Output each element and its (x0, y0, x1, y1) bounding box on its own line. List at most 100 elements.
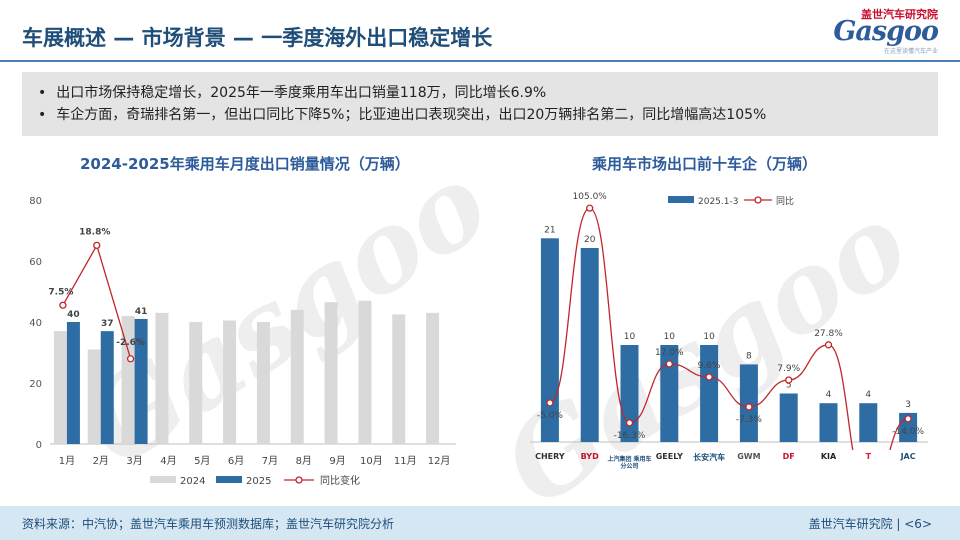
bar-2025 (134, 318, 148, 444)
brand-logo: DF (782, 452, 795, 461)
x-tick-label: 7月 (262, 455, 278, 467)
bar-value-label: 10 (664, 332, 676, 342)
bar-value-label: 5 (786, 381, 792, 391)
bar-2024 (189, 322, 203, 444)
bar-value-label: 4 (865, 390, 871, 400)
bar-2025q1 (779, 393, 798, 442)
bar-2025q1 (739, 364, 758, 442)
yoy-point (904, 415, 912, 423)
footer-source: 资料来源：中汽协；盖世汽车乘用车预测数据库；盖世汽车研究院分析 (22, 517, 395, 531)
yoy-label: -7.3% (736, 415, 763, 425)
bar-2024 (155, 312, 169, 444)
yoy-label: -2.6% (116, 338, 145, 348)
brand-logo: BYD (580, 452, 599, 461)
yoy-point (126, 355, 135, 363)
yoy-label: 7.9% (777, 364, 800, 374)
legend-swatch-2025 (216, 476, 242, 483)
legend-swatch-point (754, 196, 762, 204)
yoy-label: 27.8% (814, 329, 843, 339)
yoy-label: -5.0% (537, 411, 564, 421)
logo-en-text: Gasgoo (833, 16, 939, 47)
bar-2025q1 (859, 403, 878, 442)
yoy-label: 17.0% (655, 348, 684, 358)
legend-label: 2024 (180, 476, 205, 487)
x-tick-label: 11月 (394, 455, 417, 467)
y-tick-label: 60 (29, 257, 42, 268)
logo-cn-text: 盖世汽车研究院 (861, 8, 938, 21)
bar-2024 (256, 322, 270, 444)
brand-logo: 长安汽车 (693, 453, 726, 462)
bar-2025q1 (819, 403, 838, 442)
yoy-label: -14.0% (892, 427, 924, 437)
y-tick-label: 80 (29, 196, 42, 207)
x-tick-label: 2月 (93, 455, 109, 467)
yoy-point (93, 241, 101, 250)
yoy-label: 9.6% (698, 361, 721, 371)
bar-value-label: 41 (135, 307, 148, 317)
bar-2024 (121, 315, 135, 444)
bar-2025q1 (700, 345, 719, 442)
header-divider (0, 60, 960, 62)
legend-swatch-bar (668, 196, 694, 203)
bar-value-label: 4 (826, 390, 832, 400)
bar-value-label: 8 (746, 351, 752, 361)
brand-logo: 上汽集团 乘用车分公司 (607, 456, 652, 470)
bar-value-label: 10 (624, 332, 636, 342)
brand-logo: JAC (900, 452, 916, 461)
bar-2024 (223, 320, 237, 444)
x-tick-label: 12月 (428, 455, 451, 467)
yoy-line (549, 207, 909, 450)
bar-2025q1 (620, 345, 639, 442)
yoy-label: 18.8% (79, 227, 110, 237)
legend-label: 同比变化 (320, 474, 360, 487)
gasgoo-logo: 盖世汽车研究院 Gasgoo 在这里读懂汽车产业 (828, 6, 939, 55)
bar-2024 (53, 331, 67, 444)
bar-2024 (324, 302, 338, 444)
yoy-point (705, 373, 713, 381)
yoy-point (824, 341, 833, 349)
bar-2025q1 (540, 238, 559, 442)
bar-value-label: 37 (101, 319, 114, 329)
bar-value-label: 21 (544, 225, 555, 235)
brand-logo: GEELY (655, 452, 683, 461)
yoy-point (745, 403, 753, 411)
bar-value-label: 10 (703, 332, 715, 342)
summary-box: 出口市场保持稳定增长，2025年一季度乘用车出口销量118万，同比增长6.9% … (22, 72, 938, 136)
yoy-point (665, 360, 673, 368)
x-tick-label: 1月 (59, 455, 75, 467)
legend-label: 2025 (246, 476, 271, 487)
bar-2025q1 (660, 345, 679, 442)
top10-chart-title: 乘用车市场出口前十车企（万辆） (592, 155, 818, 173)
yoy-point (785, 376, 793, 384)
bar-value-label: 20 (584, 235, 596, 245)
legend-swatch-2024 (150, 476, 176, 483)
yoy-label: 7.5% (48, 287, 73, 297)
y-tick-label: 0 (36, 440, 42, 451)
y-tick-label: 20 (29, 379, 42, 390)
yoy-label: -16.3% (614, 431, 646, 441)
logo-slogan: 在这里读懂汽车产业 (883, 48, 938, 55)
x-tick-label: 4月 (160, 455, 176, 467)
yoy-point (59, 301, 67, 309)
x-tick-label: 9月 (329, 455, 345, 467)
brand-logo: GWM (737, 452, 761, 461)
x-tick-label: 5月 (194, 455, 210, 467)
bar-2024 (290, 309, 304, 444)
yoy-label: 105.0% (573, 192, 608, 202)
brand-logo: CHERY (535, 452, 565, 461)
monthly-chart-title: 2024-2025年乘用车月度出口销量情况（万辆） (80, 155, 410, 173)
bar-2024 (426, 312, 440, 444)
y-tick-label: 40 (29, 318, 42, 329)
summary-bullet: 出口市场保持稳定增长，2025年一季度乘用车出口销量118万，同比增长6.9% (38, 82, 922, 104)
legend-swatch-point (295, 476, 303, 484)
footer-org: 盖世汽车研究院 | <6> (808, 517, 932, 531)
brand-logo: T (865, 452, 872, 461)
x-tick-label: 3月 (126, 455, 142, 467)
x-tick-label: 8月 (296, 455, 312, 467)
yoy-point (625, 419, 634, 427)
legend-label: 2025.1-3 (698, 197, 738, 207)
bar-2024 (392, 314, 406, 444)
brand-logo: KIA (820, 452, 837, 461)
summary-bullet: 车企方面，奇瑞排名第一，但出口同比下降5%；比亚迪出口表现突出，出口20万辆排名… (38, 104, 922, 126)
bar-2024 (358, 300, 372, 444)
